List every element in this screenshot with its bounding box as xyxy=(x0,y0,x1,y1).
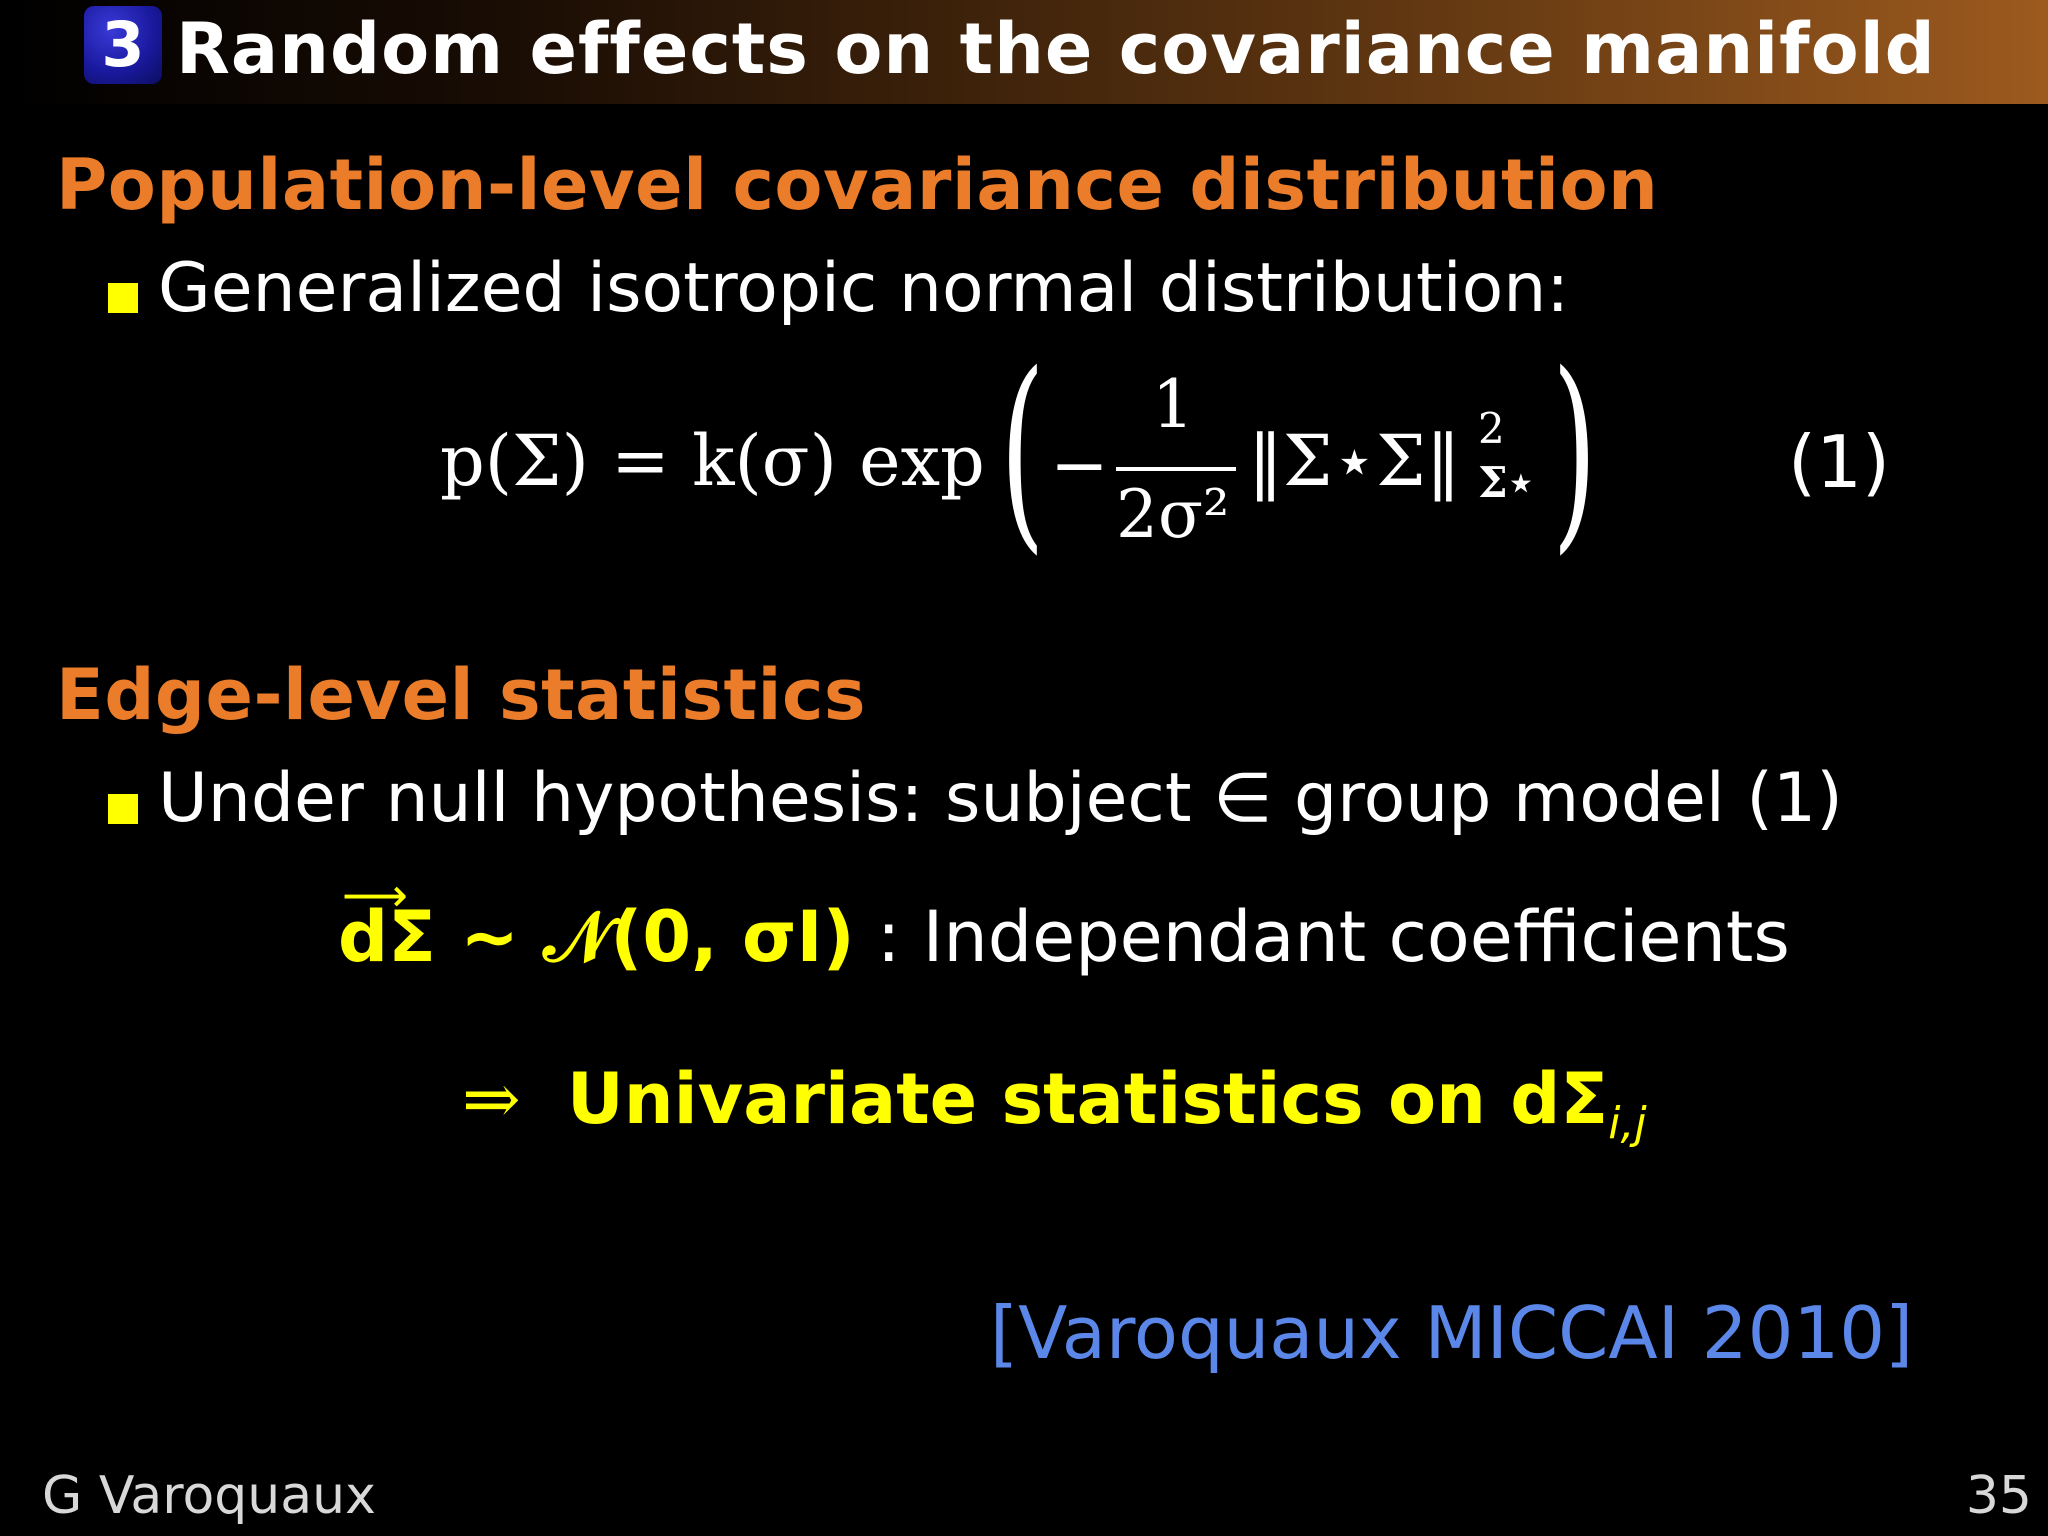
title-bar: 3 Random effects on the covariance manif… xyxy=(0,0,2048,104)
distribution-formula: dΣ ∼ 𝒩(0, σI) xyxy=(338,896,855,978)
section-number-badge: 3 xyxy=(84,6,162,84)
footer-page-number: 35 xyxy=(1965,1466,2032,1526)
minus-sign: − xyxy=(1050,424,1109,506)
fraction-denominator: 2σ² xyxy=(1116,476,1230,553)
equation-superscript: 2 xyxy=(1478,404,1505,453)
fraction-numerator: 1 xyxy=(1152,366,1194,443)
bullet-text: Under null hypothesis: subject ∈ group m… xyxy=(158,759,1843,838)
equation-lhs: p(Σ) = k(σ) exp xyxy=(440,420,985,502)
bullet-item-null-hypothesis: Under null hypothesis: subject ∈ group m… xyxy=(0,754,2048,844)
fraction-bar xyxy=(1116,467,1236,471)
distribution-text: : Independant coefficients xyxy=(854,896,1790,978)
bullet-text: Generalized isotropic normal distributio… xyxy=(158,249,1570,328)
conclusion-text: Univariate statistics on dΣ xyxy=(566,1058,1609,1140)
heading-population-level: Population-level covariance distribution xyxy=(56,144,1659,226)
heading-edge-level: Edge-level statistics xyxy=(56,654,867,736)
citation: [Varoquaux MICCAI 2010] xyxy=(990,1291,1914,1375)
conclusion-line: ⇒ Univariate statistics on dΣi,j xyxy=(462,1054,1647,1169)
equation-number: (1) xyxy=(1788,420,1890,504)
left-paren-icon: ( xyxy=(1000,328,1046,573)
slide-title: Random effects on the covariance manifol… xyxy=(176,8,1936,90)
bullet-item-generalized: Generalized isotropic normal distributio… xyxy=(0,244,2048,334)
footer-author: G Varoquaux xyxy=(42,1466,376,1526)
equation-norm: ‖Σ⋆Σ‖ xyxy=(1248,420,1461,502)
bullet-square-icon xyxy=(108,794,138,824)
overarrow-icon: ⟶ xyxy=(342,868,408,922)
bullet-square-icon xyxy=(108,283,138,313)
right-paren-icon: ) xyxy=(1552,328,1598,573)
implies-arrow-icon: ⇒ xyxy=(462,1058,521,1140)
distribution-line: ⟶ dΣ ∼ 𝒩(0, σI) : Independant coefficien… xyxy=(338,868,1790,982)
conclusion-subscript: i,j xyxy=(1608,1098,1647,1149)
equation-subscript: Σ⋆ xyxy=(1478,458,1534,507)
